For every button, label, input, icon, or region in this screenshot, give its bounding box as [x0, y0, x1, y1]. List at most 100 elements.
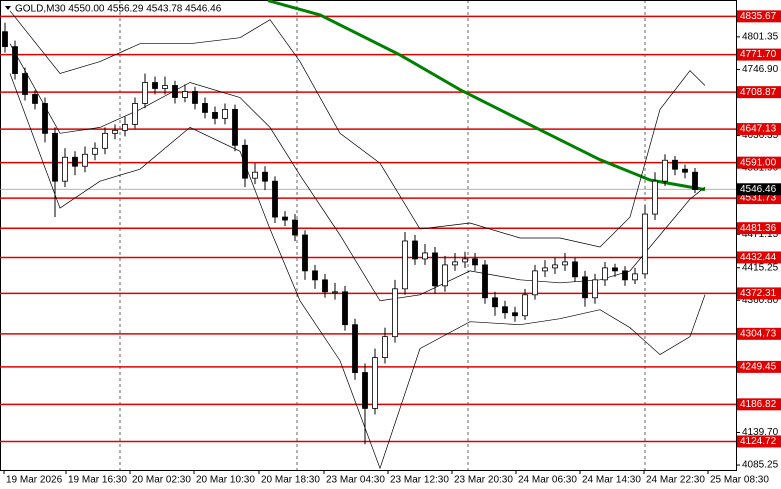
y-tick-label: 4746.90: [742, 64, 779, 75]
candle-body: [222, 109, 228, 119]
x-tick-label: 20 Mar 02:30: [132, 475, 191, 486]
candle-body: [192, 91, 198, 104]
candle-body: [302, 234, 308, 272]
menu-arrow[interactable]: [5, 6, 11, 10]
candle-body: [102, 132, 108, 149]
x-tick-label: 25 Mar 08:30: [710, 475, 769, 486]
candle-body: [2, 31, 8, 48]
candle-body: [122, 123, 128, 131]
y-tick-label: 4360.80: [742, 295, 779, 306]
candle-body: [622, 270, 628, 281]
level-label-bg: [737, 48, 781, 61]
indicator-line: [267, 0, 706, 192]
candle-body: [112, 129, 118, 134]
candle-body: [342, 291, 348, 326]
plot-frame: [0, 0, 737, 471]
level-label-bg: [737, 435, 781, 448]
level-label: 4432.44: [740, 252, 777, 263]
candle-body: [182, 91, 188, 98]
indicator-line: [9, 73, 706, 470]
candle-body: [492, 297, 498, 308]
level-label: 4372.31: [740, 288, 777, 299]
y-tick-label: 4415.25: [742, 262, 779, 273]
candle-body: [602, 267, 608, 281]
candle-body: [282, 216, 288, 221]
x-tick-label: 23 Mar 04:30: [326, 475, 385, 486]
candle-body: [592, 279, 598, 299]
candle-body: [692, 171, 698, 190]
x-tick-label: 24 Mar 06:30: [518, 475, 577, 486]
candle-body: [572, 261, 578, 278]
level-label: 4835.67: [740, 11, 777, 22]
indicator-line: [9, 10, 706, 248]
candle-body: [332, 291, 338, 294]
candle-body: [92, 147, 98, 155]
axes: 4801.354746.904636.354581.904471.154415.…: [3, 10, 781, 486]
candle-body: [12, 46, 18, 74]
candle-body: [462, 258, 468, 263]
candle-body: [452, 261, 458, 266]
candle-body: [372, 357, 378, 409]
level-label: 4304.73: [740, 328, 777, 339]
level-label: 4186.82: [740, 399, 777, 410]
candle-body: [422, 252, 428, 260]
x-tick-label: 19 Mar 16:30: [68, 475, 127, 486]
plot-area: [0, 0, 736, 470]
candle-body: [392, 288, 398, 338]
last-price-label: 4546.46: [740, 184, 777, 195]
level-label-bg: [737, 222, 781, 235]
x-tick-label: 19 Mar 2026: [6, 475, 63, 486]
y-tick-label: 4801.35: [742, 32, 779, 43]
candle-body: [562, 261, 568, 266]
y-tick-label: 4139.70: [742, 427, 779, 438]
level-label-bg: [737, 156, 781, 169]
level-label-bg: [737, 86, 781, 99]
candle-body: [542, 267, 548, 272]
x-tick-label: 20 Mar 10:30: [196, 475, 255, 486]
level-label: 4647.13: [740, 124, 777, 135]
candle-body: [412, 240, 418, 260]
candle-body: [532, 270, 538, 296]
indicator-line: [9, 43, 706, 302]
candle-body: [502, 306, 508, 314]
candle-body: [322, 279, 328, 293]
candle-body: [62, 156, 68, 182]
level-label: 4124.72: [740, 436, 777, 447]
candle-body: [662, 159, 668, 182]
candle-body: [552, 264, 558, 269]
x-tick-label: 24 Mar 14:30: [582, 475, 641, 486]
x-tick-label: 23 Mar 12:30: [390, 475, 449, 486]
candle-body: [672, 159, 678, 170]
level-label-bg: [737, 398, 781, 411]
level-label: 4481.36: [740, 223, 777, 234]
level-label: 4531.73: [740, 193, 777, 204]
candle-body: [582, 276, 588, 299]
candle-body: [522, 294, 528, 317]
candle-body: [42, 103, 48, 134]
level-label-bg: [737, 360, 781, 373]
candle-body: [22, 73, 28, 95]
candle-body: [132, 103, 138, 125]
candle-body: [52, 132, 58, 182]
level-label-bg: [737, 327, 781, 340]
candle-body: [252, 171, 258, 179]
y-tick-label: 4085.25: [742, 460, 779, 471]
candle-body: [352, 324, 358, 373]
level-label: 4708.87: [740, 87, 777, 98]
candle-body: [612, 267, 618, 272]
x-tick-label: 24 Mar 22:30: [646, 475, 705, 486]
level-label-bg: [737, 251, 781, 264]
candle-body: [472, 258, 478, 266]
x-tick-label: 23 Mar 20:30: [454, 475, 513, 486]
candle-body: [242, 144, 248, 179]
candle-body: [432, 252, 438, 287]
candle-body: [212, 112, 218, 119]
candle-body: [262, 171, 268, 182]
candle-body: [172, 85, 178, 98]
candle-body: [272, 180, 278, 218]
candle-body: [202, 103, 208, 113]
candle-body: [312, 270, 318, 281]
level-label: 4249.45: [740, 362, 777, 373]
